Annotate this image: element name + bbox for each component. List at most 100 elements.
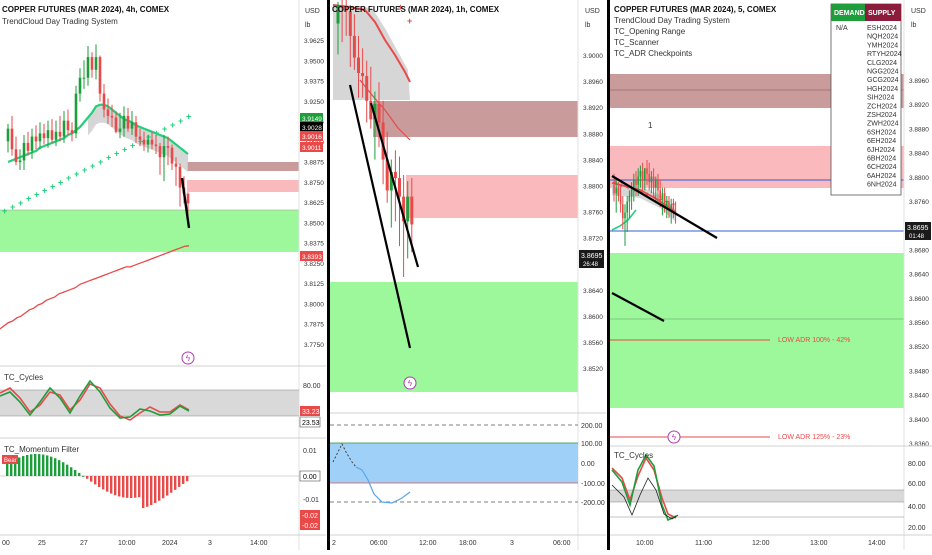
time-tick: 10:00: [118, 540, 136, 547]
time-tick: 18:00: [459, 540, 477, 547]
candle-body: [26, 142, 30, 151]
price-tick: 3.8640: [909, 272, 929, 279]
currency-label: USD: [305, 8, 320, 15]
momentum-badge-text: -0.02: [302, 523, 318, 530]
candle-body: [62, 120, 66, 137]
momentum-tick: 0.01: [303, 448, 317, 455]
candle-body: [110, 115, 114, 118]
lightning-icon[interactable]: [403, 376, 417, 390]
time-tick: 11:00: [695, 540, 712, 547]
pane-5m[interactable]: LOW ADR 100% - 42% LOW ADR 125% - 23% ϟ …: [610, 0, 932, 550]
candle-body: [369, 100, 373, 120]
histogram-bar: [66, 464, 69, 476]
unit-label: lb: [305, 22, 311, 29]
histogram-bar: [34, 454, 37, 476]
pane-separator[interactable]: [607, 0, 610, 550]
histogram-bar: [62, 462, 65, 476]
histogram-bar: [82, 475, 85, 477]
pink-zone: [406, 175, 578, 218]
trend-cloud: [612, 182, 676, 222]
supply-item: ZWH2024: [867, 121, 899, 128]
stop-cross: +: [626, 185, 630, 192]
candle-body: [138, 136, 142, 140]
time-tick: 12:00: [752, 540, 770, 547]
candle-body: [18, 160, 22, 162]
candle-body: [98, 57, 102, 94]
histogram-bar: [70, 467, 73, 476]
histogram-bar: [42, 454, 45, 476]
supply-item: RTYH2024: [867, 51, 902, 58]
stop-cross: +: [34, 190, 39, 200]
histogram-bar: [162, 476, 165, 499]
cycles-badge-text: 33.23: [302, 409, 320, 416]
time-axis[interactable]: 2 06:00 12:00 18:00 3 06:00: [332, 540, 571, 547]
supply-item: CLG2024: [867, 60, 897, 67]
candle-body: [50, 130, 54, 140]
long-ma-line: [0, 245, 190, 330]
cycles-badge: [299, 416, 321, 428]
candle-body: [158, 146, 162, 158]
stop-cross: +: [646, 192, 650, 199]
histogram-bar: [46, 455, 49, 476]
candle-body: [336, 5, 340, 24]
sell-marker: +: [398, 2, 403, 12]
candle-body: [348, 11, 352, 36]
histogram-bar: [22, 456, 25, 476]
candle-body: [10, 128, 14, 150]
adr-label: LOW ADR 100% - 42%: [778, 337, 850, 344]
price-tick: 3.9250: [304, 99, 324, 106]
time-axis[interactable]: 10:00 11:00 12:00 13:00 14:00: [636, 540, 886, 547]
candle-body: [30, 136, 34, 151]
candle-body: [635, 179, 637, 185]
supply-item: ZCH2024: [867, 103, 897, 110]
cycles-tick: 80.00: [908, 461, 926, 468]
histogram-bar: [154, 476, 157, 503]
histogram-bar: [86, 476, 89, 479]
price-axis[interactable]: 3.89603.89203.88803.88403.88003.87603.87…: [909, 78, 929, 448]
histogram-bar: [174, 476, 177, 490]
pane-separator[interactable]: [327, 0, 330, 550]
candle-body: [639, 171, 642, 177]
candle-body: [130, 122, 134, 129]
time-tick: 14:00: [868, 540, 886, 547]
stop-cross: +: [74, 169, 79, 179]
candle-body: [622, 204, 624, 219]
price-tick: 3.8960: [583, 79, 603, 86]
pane-title: COPPER FUTURES (MAR 2024), 5, COMEX: [614, 5, 777, 14]
indicator-label: TC_Scanner: [614, 38, 659, 47]
candle-body: [186, 193, 190, 204]
histogram-bar: [182, 476, 185, 484]
stop-cross: +: [186, 112, 191, 122]
price-axis[interactable]: 3.9000 3.8960 3.8920 3.8880 3.8840 3.8800 3.87…: [583, 53, 603, 373]
trend-line: [369, 102, 420, 268]
lightning-icon[interactable]: [181, 351, 195, 365]
histogram-bar: [10, 461, 13, 476]
histogram-bar: [166, 476, 169, 496]
trailing-stop-markers: + + + + + + + + + + + + + + + + + + + + + + + +: [2, 112, 191, 216]
price-tick: 3.8920: [909, 102, 929, 109]
histogram-bar: [6, 463, 9, 476]
price-label-badge: [300, 131, 323, 141]
histogram-bar: [30, 454, 33, 476]
price-axis[interactable]: 3.96253.95003.93753.92503.91253.90003.88…: [304, 38, 324, 349]
candle-body: [648, 173, 650, 183]
candle-body: [118, 128, 122, 132]
momentum-badge-text: -0.02: [302, 513, 318, 520]
candle-body: [663, 193, 666, 208]
time-axis[interactable]: 00 25 27 10:00 2024 3 14:00: [2, 540, 268, 547]
momentum-badge: [300, 510, 320, 520]
pane-4h[interactable]: + + + + + + + + + + + + + + + + + + + + + + + + ϟ COPPER FUTURE…: [0, 0, 326, 550]
candle-body: [373, 103, 377, 120]
candle-body: [398, 178, 401, 197]
candle-body: [178, 166, 182, 188]
last-price-badge: [579, 250, 604, 268]
price-tick: 3.8680: [909, 247, 929, 254]
lightning-icon[interactable]: [667, 430, 681, 444]
last-price-text: 3.8695: [907, 225, 929, 232]
momentum-badge-text: 0.00: [303, 474, 317, 481]
pane-1h[interactable]: + + ϟ COPPER FUTURES (MAR 2024), 1h, COM…: [330, 0, 606, 550]
supply-item: HGH2024: [867, 86, 898, 93]
price-tick: 3.8440: [909, 393, 929, 400]
